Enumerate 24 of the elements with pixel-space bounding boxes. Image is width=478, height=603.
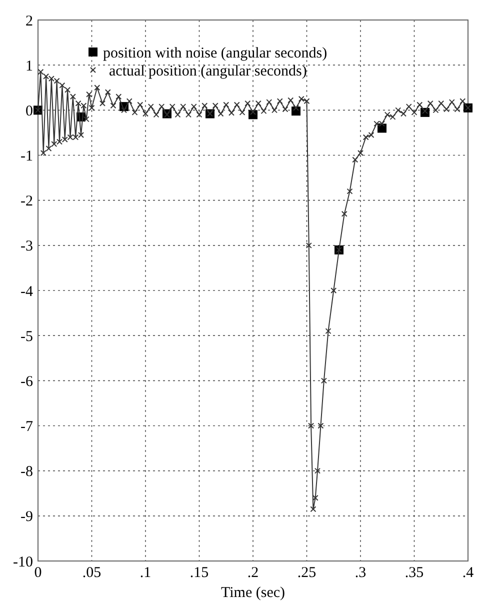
- y-tick-label: -3: [20, 238, 33, 255]
- x-axis-title: Time (sec): [220, 585, 286, 601]
- x-tick-label: .1: [140, 565, 152, 581]
- y-tick-label: -5: [20, 328, 33, 345]
- y-tick-label: -7: [20, 419, 34, 435]
- legend-label: position with noise (angular seconds): [103, 45, 328, 62]
- y-tick-label: 0: [26, 103, 33, 120]
- x-tick-label: .3: [354, 565, 366, 581]
- y-tick-label: 1: [26, 58, 33, 74]
- x-tick-label: .4: [462, 565, 474, 581]
- x-tick-label: .2: [247, 565, 259, 581]
- y-tick-label: -2: [20, 194, 33, 210]
- x-tick-label: .25: [297, 565, 316, 581]
- y-tick-label: -1: [20, 148, 33, 164]
- y-tick-label: -6: [20, 374, 34, 390]
- x-tick-label: .15: [190, 565, 209, 581]
- y-tick-label: -9: [20, 509, 33, 526]
- y-tick-label: 2: [26, 13, 33, 30]
- x-tick-label: .35: [404, 565, 424, 581]
- legend-label: actual position (angular seconds): [109, 63, 307, 80]
- y-tick-label: -10: [13, 554, 33, 570]
- y-tick-label: -4: [20, 284, 34, 300]
- y-tick-label: -8: [20, 464, 33, 480]
- x-tick-label: .05: [82, 565, 102, 581]
